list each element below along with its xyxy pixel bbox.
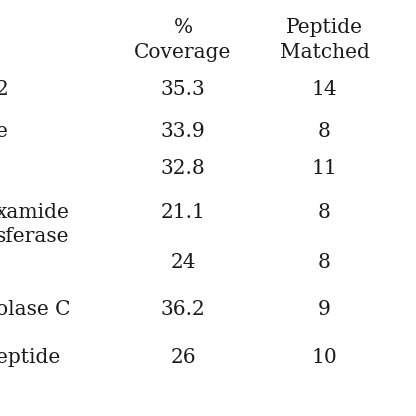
Text: %: % (173, 17, 193, 37)
Text: 2: 2 (0, 80, 9, 99)
Text: 32.8: 32.8 (161, 159, 206, 178)
Text: sferase: sferase (0, 227, 69, 246)
Text: 36.2: 36.2 (161, 300, 206, 319)
Text: 8: 8 (318, 121, 331, 141)
Text: 26: 26 (170, 348, 196, 367)
Text: 21.1: 21.1 (161, 203, 206, 222)
Text: 14: 14 (312, 80, 337, 99)
Text: 33.9: 33.9 (161, 121, 206, 141)
Text: 9: 9 (318, 300, 331, 319)
Text: Peptide: Peptide (286, 17, 363, 37)
Text: olase C: olase C (0, 300, 70, 319)
Text: Matched: Matched (280, 42, 369, 62)
Text: 24: 24 (170, 253, 196, 272)
Text: 8: 8 (318, 203, 331, 222)
Text: e: e (0, 121, 8, 141)
Text: 8: 8 (318, 253, 331, 272)
Text: xamide: xamide (0, 203, 70, 222)
Text: 11: 11 (312, 159, 337, 178)
Text: Coverage: Coverage (134, 42, 232, 62)
Text: 35.3: 35.3 (161, 80, 206, 99)
Text: eptide: eptide (0, 348, 60, 367)
Text: 10: 10 (312, 348, 337, 367)
